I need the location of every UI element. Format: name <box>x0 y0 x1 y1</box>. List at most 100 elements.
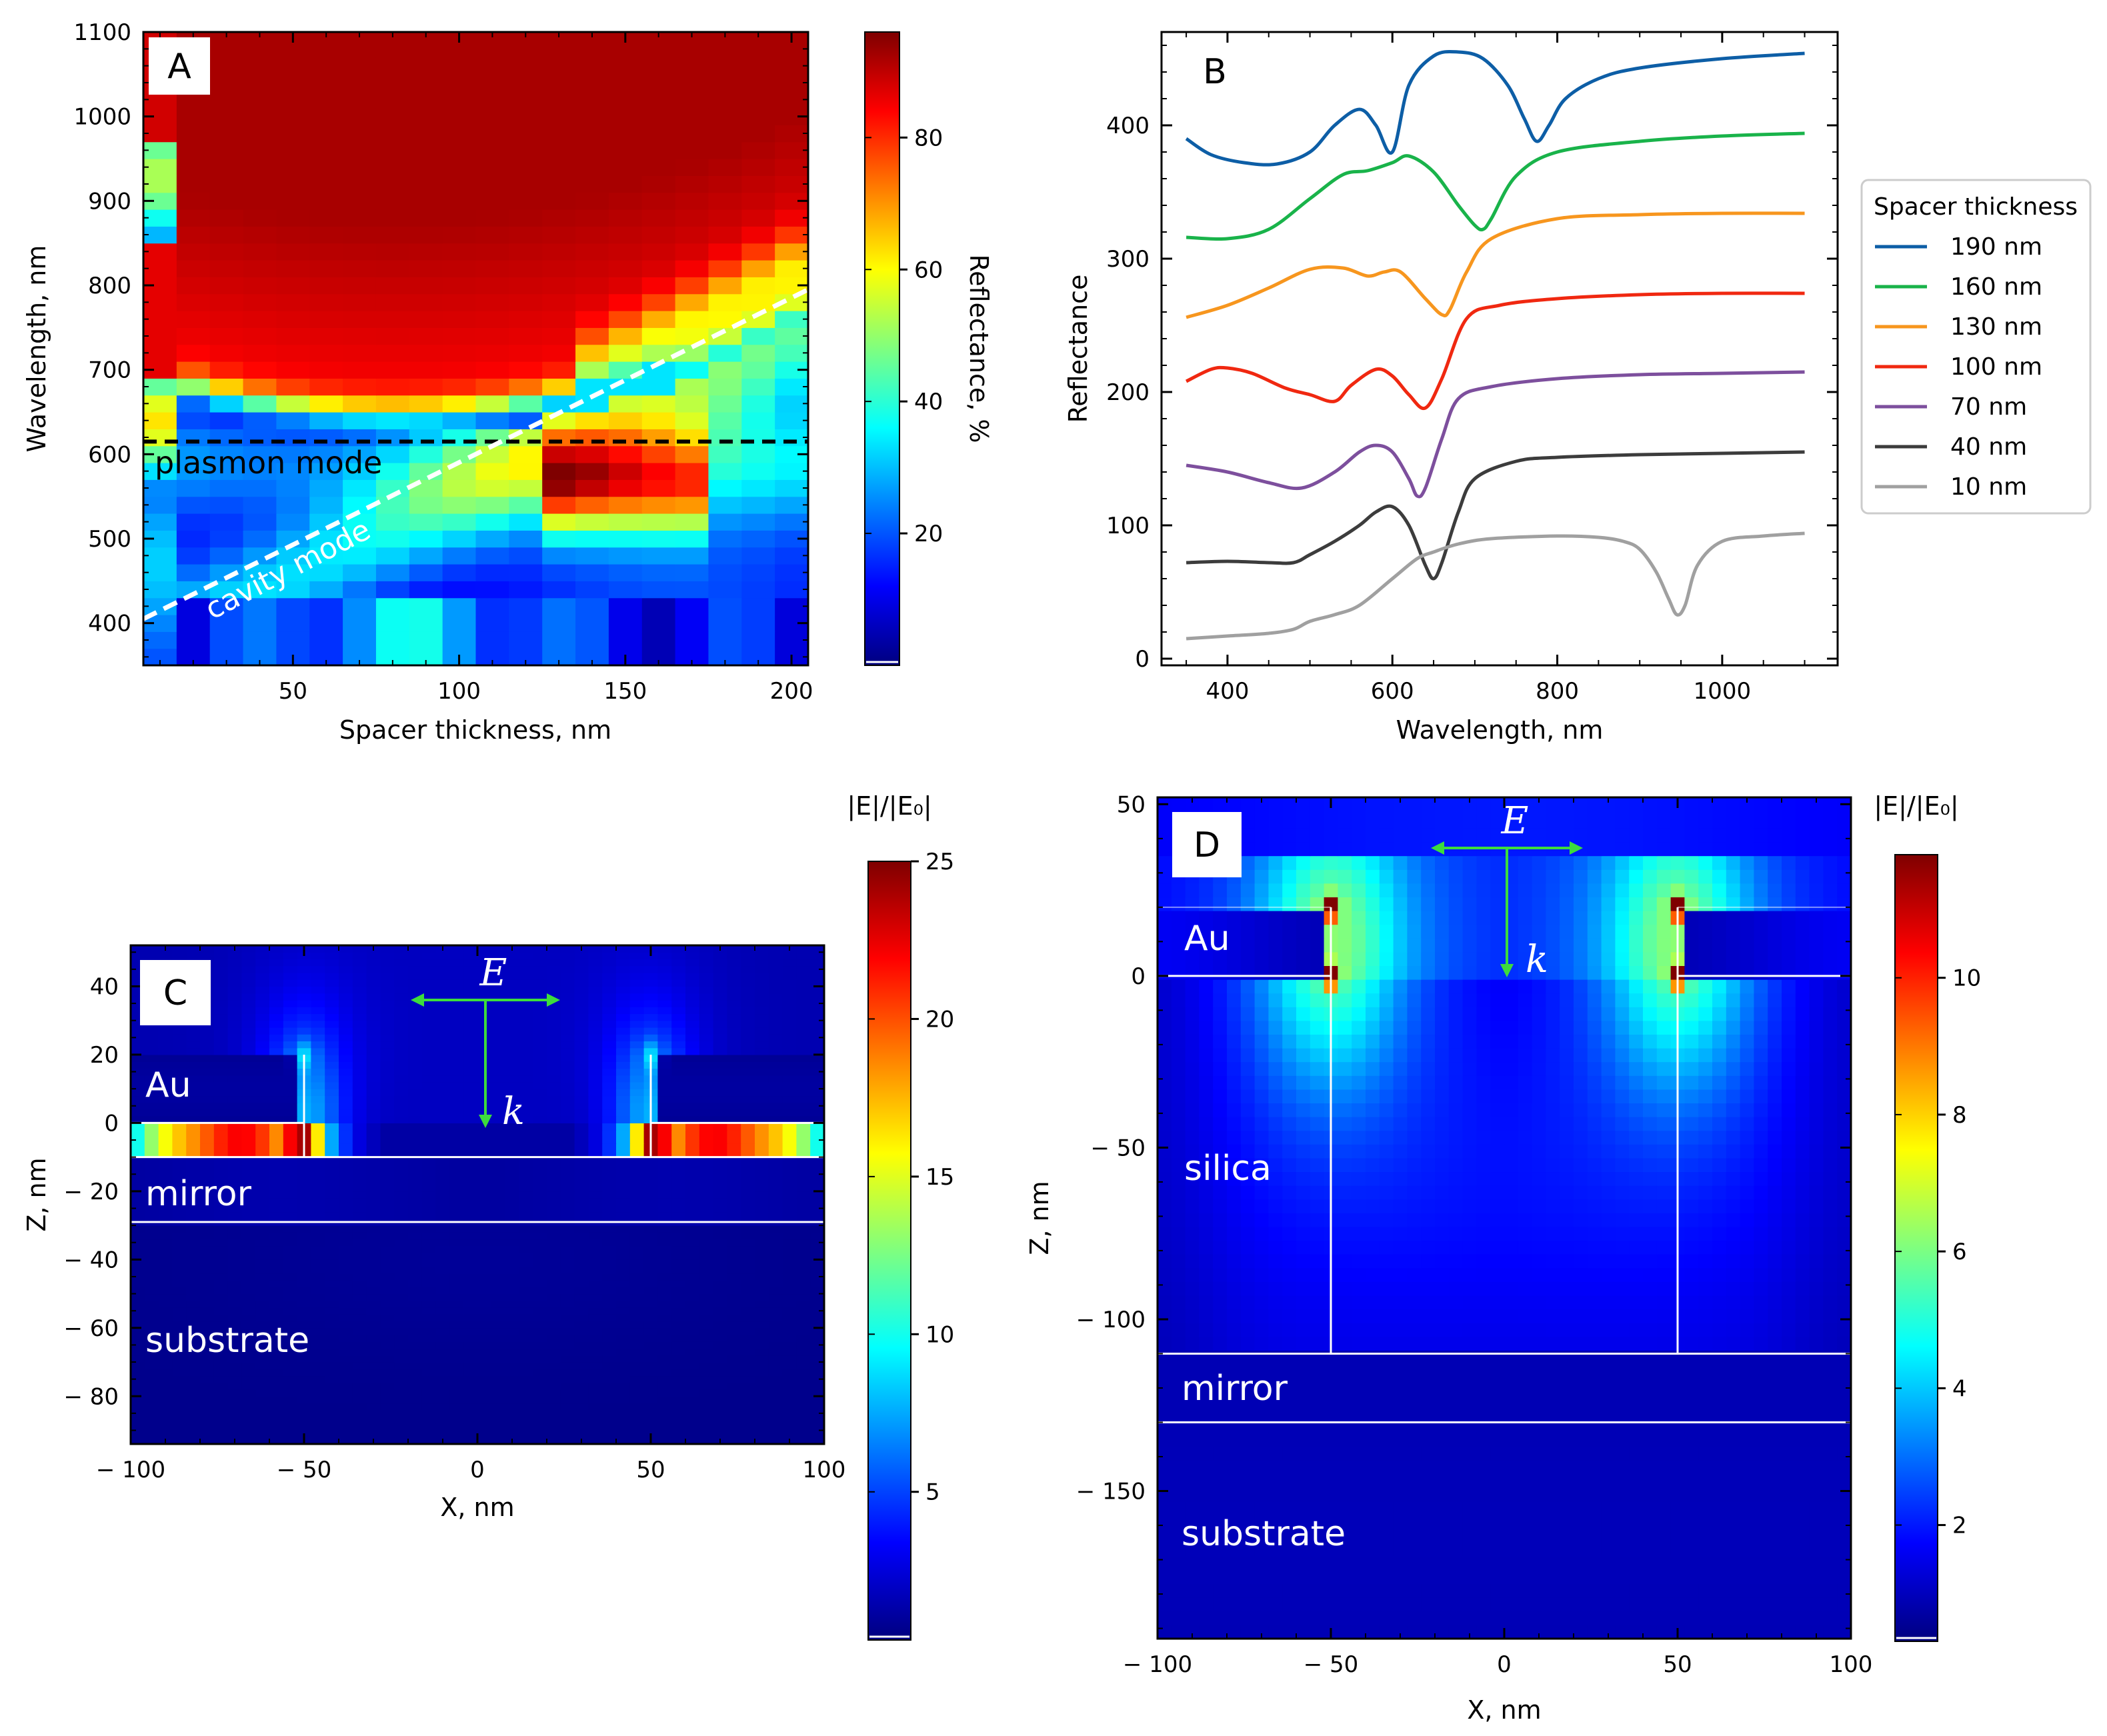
panel-c-cell <box>685 1041 700 1049</box>
panel-a-ytick-label: 600 <box>88 441 131 468</box>
panel-c-cell <box>574 1348 589 1356</box>
panel-c-cell <box>421 1116 437 1124</box>
panel-c-cell <box>699 1047 714 1055</box>
panel-c-cell <box>727 1253 741 1260</box>
panel-a-cell <box>143 564 177 581</box>
panel-c-cell <box>227 1136 242 1144</box>
panel-c-cell <box>491 1409 506 1417</box>
panel-d-cell <box>1185 1611 1200 1625</box>
panel-c-cell <box>200 1205 215 1213</box>
panel-c-cell <box>727 1041 741 1049</box>
panel-c-cell <box>186 945 201 953</box>
panel-c-cell <box>768 1430 783 1438</box>
panel-c-cell <box>158 1034 173 1042</box>
panel-a-cell <box>608 597 643 615</box>
panel-c-cell <box>727 1287 741 1295</box>
panel-c-cell <box>782 972 797 980</box>
panel-c-cell <box>158 1341 173 1349</box>
panel-c-cell <box>533 1177 547 1185</box>
panel-c-cell <box>657 1075 672 1083</box>
panel-c-cell <box>671 1232 686 1240</box>
panel-c-cell <box>491 1307 506 1315</box>
panel-a-cell <box>409 429 443 447</box>
panel-c-cell <box>782 1253 797 1260</box>
panel-c-cell <box>588 1348 603 1356</box>
panel-c-cell <box>519 1007 533 1015</box>
panel-c-cell <box>297 1369 311 1377</box>
panel-c-cell <box>533 1075 547 1083</box>
panel-a-ytick-label: 900 <box>88 188 131 215</box>
panel-c-cell <box>491 1013 506 1021</box>
panel-c-cell <box>435 1089 450 1097</box>
panel-c-cell <box>283 1225 298 1233</box>
panel-c-cell <box>463 1348 478 1356</box>
panel-a-cell <box>375 631 410 649</box>
panel-c-cell <box>643 1423 658 1431</box>
panel-a-cell <box>641 243 676 261</box>
panel-a-cell <box>375 192 410 210</box>
panel-c-cell <box>629 1061 645 1069</box>
panel-c-cell <box>505 1273 519 1281</box>
panel-c-ytick-label: − 60 <box>63 1315 119 1342</box>
panel-c-cell <box>366 1355 381 1363</box>
panel-a-cell <box>675 412 709 429</box>
panel-c-cell <box>144 1027 159 1035</box>
panel-c-cell <box>643 1020 658 1028</box>
panel-c-cell <box>713 1409 727 1417</box>
panel-a-cell <box>641 581 676 599</box>
panel-c-cell <box>533 945 547 953</box>
panel-c-cell <box>574 1007 589 1015</box>
panel-a-cell <box>475 327 509 345</box>
panel-c-cell <box>671 1089 686 1097</box>
panel-c-cell <box>463 1259 478 1267</box>
panel-a-cell <box>741 378 775 396</box>
panel-c-cell <box>283 1382 298 1390</box>
panel-c-cell <box>505 972 519 980</box>
panel-c-cell <box>741 945 755 953</box>
panel-c-cell <box>463 1075 478 1083</box>
panel-c-cell <box>768 1157 783 1165</box>
panel-c-cell <box>311 1327 325 1335</box>
panel-c-cell <box>311 1430 325 1438</box>
panel-c-cell <box>241 1089 256 1097</box>
panel-c-cell <box>311 1321 325 1329</box>
panel-c-cell <box>713 1375 727 1383</box>
panel-a-cell <box>542 344 576 362</box>
panel-a-cell <box>641 175 676 193</box>
panel-c-cell <box>755 1287 769 1295</box>
panel-d-cell <box>1712 1625 1727 1639</box>
panel-a-cell <box>509 547 543 565</box>
panel-a-cell <box>309 631 343 649</box>
panel-c-cell <box>241 1068 256 1076</box>
panel-c-cell <box>657 972 672 980</box>
panel-c-cell <box>741 1102 755 1110</box>
panel-a-cell <box>176 209 211 227</box>
panel-c-cell <box>560 1143 575 1151</box>
panel-a-cell <box>176 159 211 176</box>
panel-c-cell <box>200 1184 215 1192</box>
panel-c-cell <box>560 1068 575 1076</box>
panel-c-cell <box>533 979 547 987</box>
panel-c-cell <box>574 1287 589 1295</box>
panel-c-cell <box>505 1184 519 1192</box>
panel-c-cell <box>547 1409 561 1417</box>
panel-a-cell <box>309 581 343 599</box>
panel-a-cell <box>309 125 343 143</box>
panel-c-cell <box>685 1409 700 1417</box>
panel-c-cell <box>297 1389 311 1397</box>
panel-c-cell <box>227 1034 242 1042</box>
panel-c-cell <box>671 1163 686 1171</box>
panel-c-cell <box>547 1293 561 1301</box>
panel-c-cell <box>227 1273 242 1281</box>
panel-c-cell <box>713 1287 727 1295</box>
panel-c-cell <box>213 1205 229 1213</box>
panel-c-cell <box>449 979 464 987</box>
panel-a-cell <box>509 564 543 581</box>
panel-a-cell <box>143 395 177 413</box>
panel-d-cell <box>1504 1611 1519 1625</box>
panel-c-cell <box>325 1409 339 1417</box>
panel-c-cell <box>352 1007 367 1015</box>
panel-c-cell <box>311 1027 325 1035</box>
